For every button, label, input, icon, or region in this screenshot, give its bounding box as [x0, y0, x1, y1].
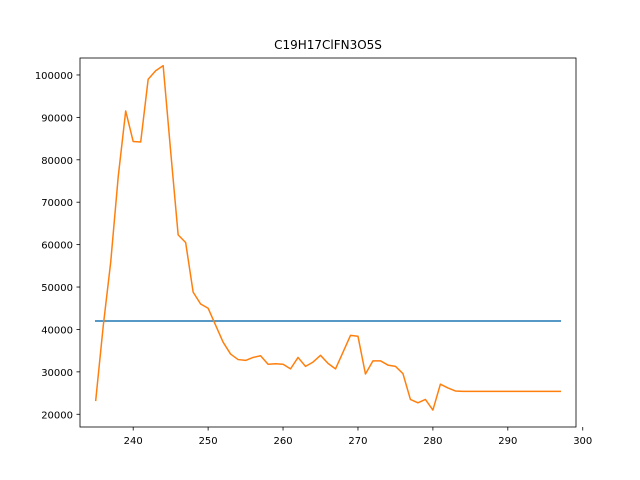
y-tick-label: 30000 [41, 368, 73, 379]
x-tick-label: 260 [273, 436, 292, 447]
y-axis: 20000 30000 40000 50000 60000 70000 80000 90000… [35, 71, 80, 421]
y-tick-label: 60000 [41, 241, 73, 252]
plot-area [94, 64, 562, 411]
y-tick-label: 80000 [41, 156, 73, 167]
x-tick-label: 290 [498, 436, 517, 447]
x-axis: 240 250 260 270 280 290 300 [124, 427, 592, 447]
y-tick-label: 20000 [41, 410, 73, 421]
y-tick-label: 70000 [41, 198, 73, 209]
axes-frame [79, 57, 577, 428]
x-tick-label: 300 [573, 436, 592, 447]
x-tick-label: 280 [423, 436, 442, 447]
chart-title: C19H17ClFN3O5S [274, 38, 382, 52]
y-tick-label: 50000 [41, 283, 73, 294]
x-tick-label: 270 [348, 436, 367, 447]
x-tick-label: 240 [124, 436, 143, 447]
x-tick-label: 250 [199, 436, 218, 447]
y-tick-label: 40000 [41, 325, 73, 336]
y-tick-label: 100000 [35, 71, 73, 82]
y-tick-label: 90000 [41, 113, 73, 124]
series-line-intensity [94, 64, 562, 411]
